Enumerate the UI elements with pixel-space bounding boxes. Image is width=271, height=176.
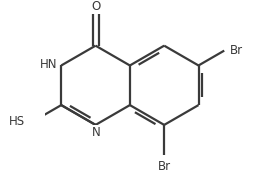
Text: Br: Br [158,160,171,173]
Text: O: O [91,0,100,13]
Text: Br: Br [230,44,243,57]
Text: N: N [92,126,101,139]
Text: HS: HS [9,115,25,128]
Text: HN: HN [40,58,57,71]
